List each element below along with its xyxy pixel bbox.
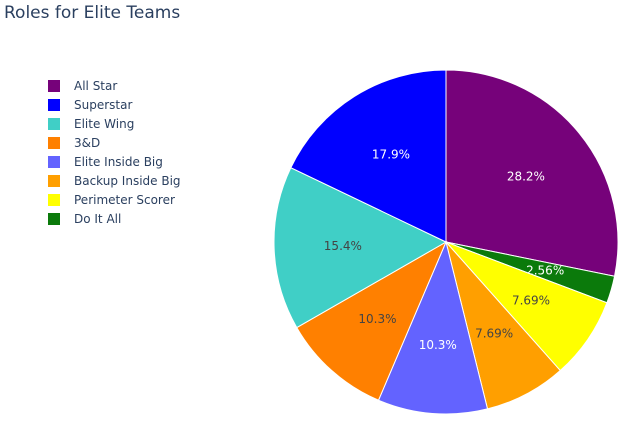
- legend-swatch: [48, 79, 60, 92]
- legend-swatch: [48, 117, 60, 130]
- pie-slice-all-star[interactable]: [445, 69, 619, 277]
- legend-item-elite-wing[interactable]: Elite Wing: [48, 114, 181, 133]
- slice-label-elite-wing: 15.4%: [324, 239, 362, 253]
- legend-label: Superstar: [74, 97, 133, 112]
- legend-swatch: [48, 193, 60, 206]
- legend: All Star Superstar Elite Wing 3&D Elite Insi…: [48, 76, 181, 228]
- legend-label: Backup Inside Big: [74, 173, 181, 188]
- slice-label-all-star: 28.2%: [507, 170, 545, 184]
- legend-swatch: [48, 212, 60, 225]
- slice-label-backup-inside-big: 7.69%: [475, 326, 513, 340]
- legend-swatch: [48, 155, 60, 168]
- legend-item-3-d[interactable]: 3&D: [48, 133, 181, 152]
- slice-label-3-d: 10.3%: [358, 312, 396, 326]
- legend-label: 3&D: [74, 135, 101, 150]
- pie-slice-elite-inside-big[interactable]: [377, 240, 489, 415]
- legend-item-backup-inside-big[interactable]: Backup Inside Big: [48, 171, 181, 190]
- legend-label: Elite Inside Big: [74, 154, 163, 169]
- pie-slice-3-d[interactable]: [296, 240, 448, 401]
- pie-slice-elite-wing[interactable]: [273, 167, 448, 329]
- slice-label-do-it-all: 2.56%: [526, 264, 564, 278]
- legend-item-elite-inside-big[interactable]: Elite Inside Big: [48, 152, 181, 171]
- legend-item-perimeter-scorer[interactable]: Perimeter Scorer: [48, 190, 181, 209]
- chart-title: Roles for Elite Teams: [4, 3, 181, 23]
- legend-item-do-it-all[interactable]: Do It All: [48, 209, 181, 228]
- pie-slice-superstar[interactable]: [290, 69, 447, 243]
- slice-label-perimeter-scorer: 7.69%: [512, 293, 550, 307]
- legend-label: All Star: [74, 78, 118, 93]
- slice-label-elite-inside-big: 10.3%: [419, 338, 457, 352]
- legend-label: Elite Wing: [74, 116, 135, 131]
- slice-label-superstar: 17.9%: [372, 148, 410, 162]
- legend-swatch: [48, 98, 60, 111]
- legend-item-superstar[interactable]: Superstar: [48, 95, 181, 114]
- legend-swatch: [48, 174, 60, 187]
- legend-item-all-star[interactable]: All Star: [48, 76, 181, 95]
- legend-label: Perimeter Scorer: [74, 192, 175, 207]
- legend-label: Do It All: [74, 211, 122, 226]
- legend-swatch: [48, 136, 60, 149]
